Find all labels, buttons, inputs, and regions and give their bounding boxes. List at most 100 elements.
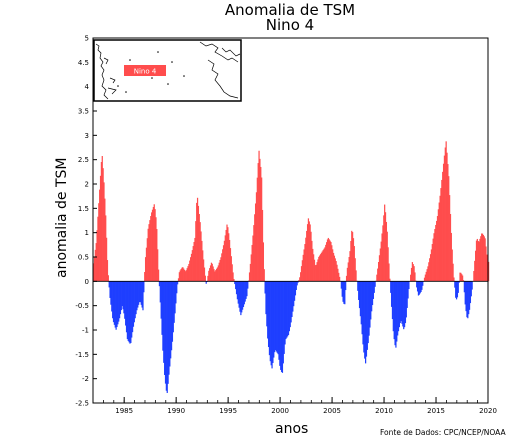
bar-negative — [269, 281, 271, 362]
bar-negative — [372, 281, 375, 299]
bar-negative — [125, 281, 128, 333]
bar-negative — [396, 281, 398, 342]
bar-negative — [123, 281, 125, 314]
bar-negative — [167, 281, 169, 384]
bar-negative — [122, 281, 124, 310]
bar-positive — [313, 259, 316, 282]
bar-positive — [384, 204, 386, 282]
bar-negative — [341, 281, 343, 297]
bar-positive — [250, 254, 252, 282]
bar-positive — [248, 280, 250, 282]
bar-positive — [309, 224, 311, 282]
bar-negative — [235, 281, 238, 295]
island — [125, 91, 127, 93]
bar-negative — [286, 281, 288, 338]
y-tick-label: -2 — [82, 375, 89, 383]
bar-positive — [208, 270, 210, 282]
bar-positive — [196, 197, 199, 282]
bar-positive — [326, 239, 329, 282]
bar-negative — [274, 281, 277, 351]
bar-positive — [183, 269, 186, 282]
bar-negative — [234, 281, 236, 285]
island — [183, 75, 185, 77]
bar-positive — [178, 272, 180, 282]
bar-negative — [237, 281, 239, 304]
bar-negative — [141, 281, 143, 308]
bar-negative — [390, 281, 393, 307]
bar-negative — [137, 281, 139, 308]
bar-negative — [456, 281, 459, 298]
bar-positive — [346, 267, 349, 282]
bar-positive — [353, 246, 355, 282]
bar-positive — [94, 249, 96, 282]
x-tick-label: 1990 — [167, 407, 185, 415]
bar-negative — [278, 281, 280, 360]
bar-negative — [284, 281, 286, 345]
bar-positive — [210, 262, 213, 282]
bar-negative — [129, 281, 131, 344]
bar-positive — [462, 280, 465, 282]
bar-positive — [301, 260, 303, 282]
bar-negative — [136, 281, 138, 311]
bar-negative — [174, 281, 176, 314]
bar-positive — [229, 248, 232, 282]
bar-positive — [377, 262, 380, 282]
bar-positive — [105, 237, 108, 282]
bar-positive — [193, 241, 195, 282]
bar-positive — [232, 272, 234, 282]
bar-positive — [192, 246, 194, 282]
bar-positive — [320, 252, 323, 282]
bar-positive — [103, 182, 105, 282]
bar-negative — [264, 281, 266, 294]
bar-negative — [162, 281, 164, 351]
bar-positive — [155, 217, 157, 282]
bar-positive — [262, 242, 264, 282]
bar-negative — [270, 281, 272, 366]
bar-positive — [333, 255, 336, 282]
bar-negative — [164, 281, 167, 384]
bar-positive — [351, 230, 353, 282]
y-tick-label: 3 — [85, 132, 89, 140]
bar-negative — [160, 281, 162, 319]
coastline — [207, 59, 239, 99]
bar-negative — [271, 281, 273, 369]
bar-negative — [398, 281, 400, 328]
bar-positive — [332, 249, 334, 282]
bar-negative — [358, 281, 360, 300]
bar-negative — [239, 281, 241, 312]
bar-positive — [332, 252, 335, 282]
bar-negative — [343, 281, 345, 304]
bar-positive — [389, 278, 391, 282]
bar-negative — [109, 281, 111, 298]
chart-subtitle: Nino 4 — [265, 16, 315, 34]
bar-positive — [253, 225, 255, 282]
y-tick-label: -1 — [82, 327, 89, 335]
bar-positive — [415, 280, 417, 282]
bar-positive — [316, 262, 318, 282]
bar-positive — [376, 274, 378, 282]
bar-negative — [242, 281, 245, 308]
bar-negative — [170, 281, 172, 359]
bar-positive — [199, 222, 201, 282]
bar-positive — [107, 275, 109, 282]
x-tick-label: 2020 — [479, 407, 497, 415]
bar-negative — [267, 281, 270, 348]
bar-positive — [434, 229, 436, 282]
bar-negative — [272, 281, 274, 363]
bar-negative — [421, 281, 423, 290]
bar-negative — [393, 281, 395, 340]
bar-positive — [337, 268, 339, 282]
bar-negative — [367, 281, 369, 344]
bar-negative — [110, 281, 112, 305]
bar-positive — [414, 272, 416, 282]
bar-negative — [246, 281, 248, 297]
bar-positive — [378, 255, 381, 282]
bar-negative — [359, 281, 362, 317]
bar-positive — [432, 238, 434, 282]
bar-positive — [355, 270, 357, 282]
bar-negative — [360, 281, 362, 325]
inset-map: Nino 4 — [93, 39, 242, 102]
bar-positive — [152, 206, 154, 282]
bar-positive — [248, 272, 251, 282]
bar-positive — [228, 233, 230, 282]
